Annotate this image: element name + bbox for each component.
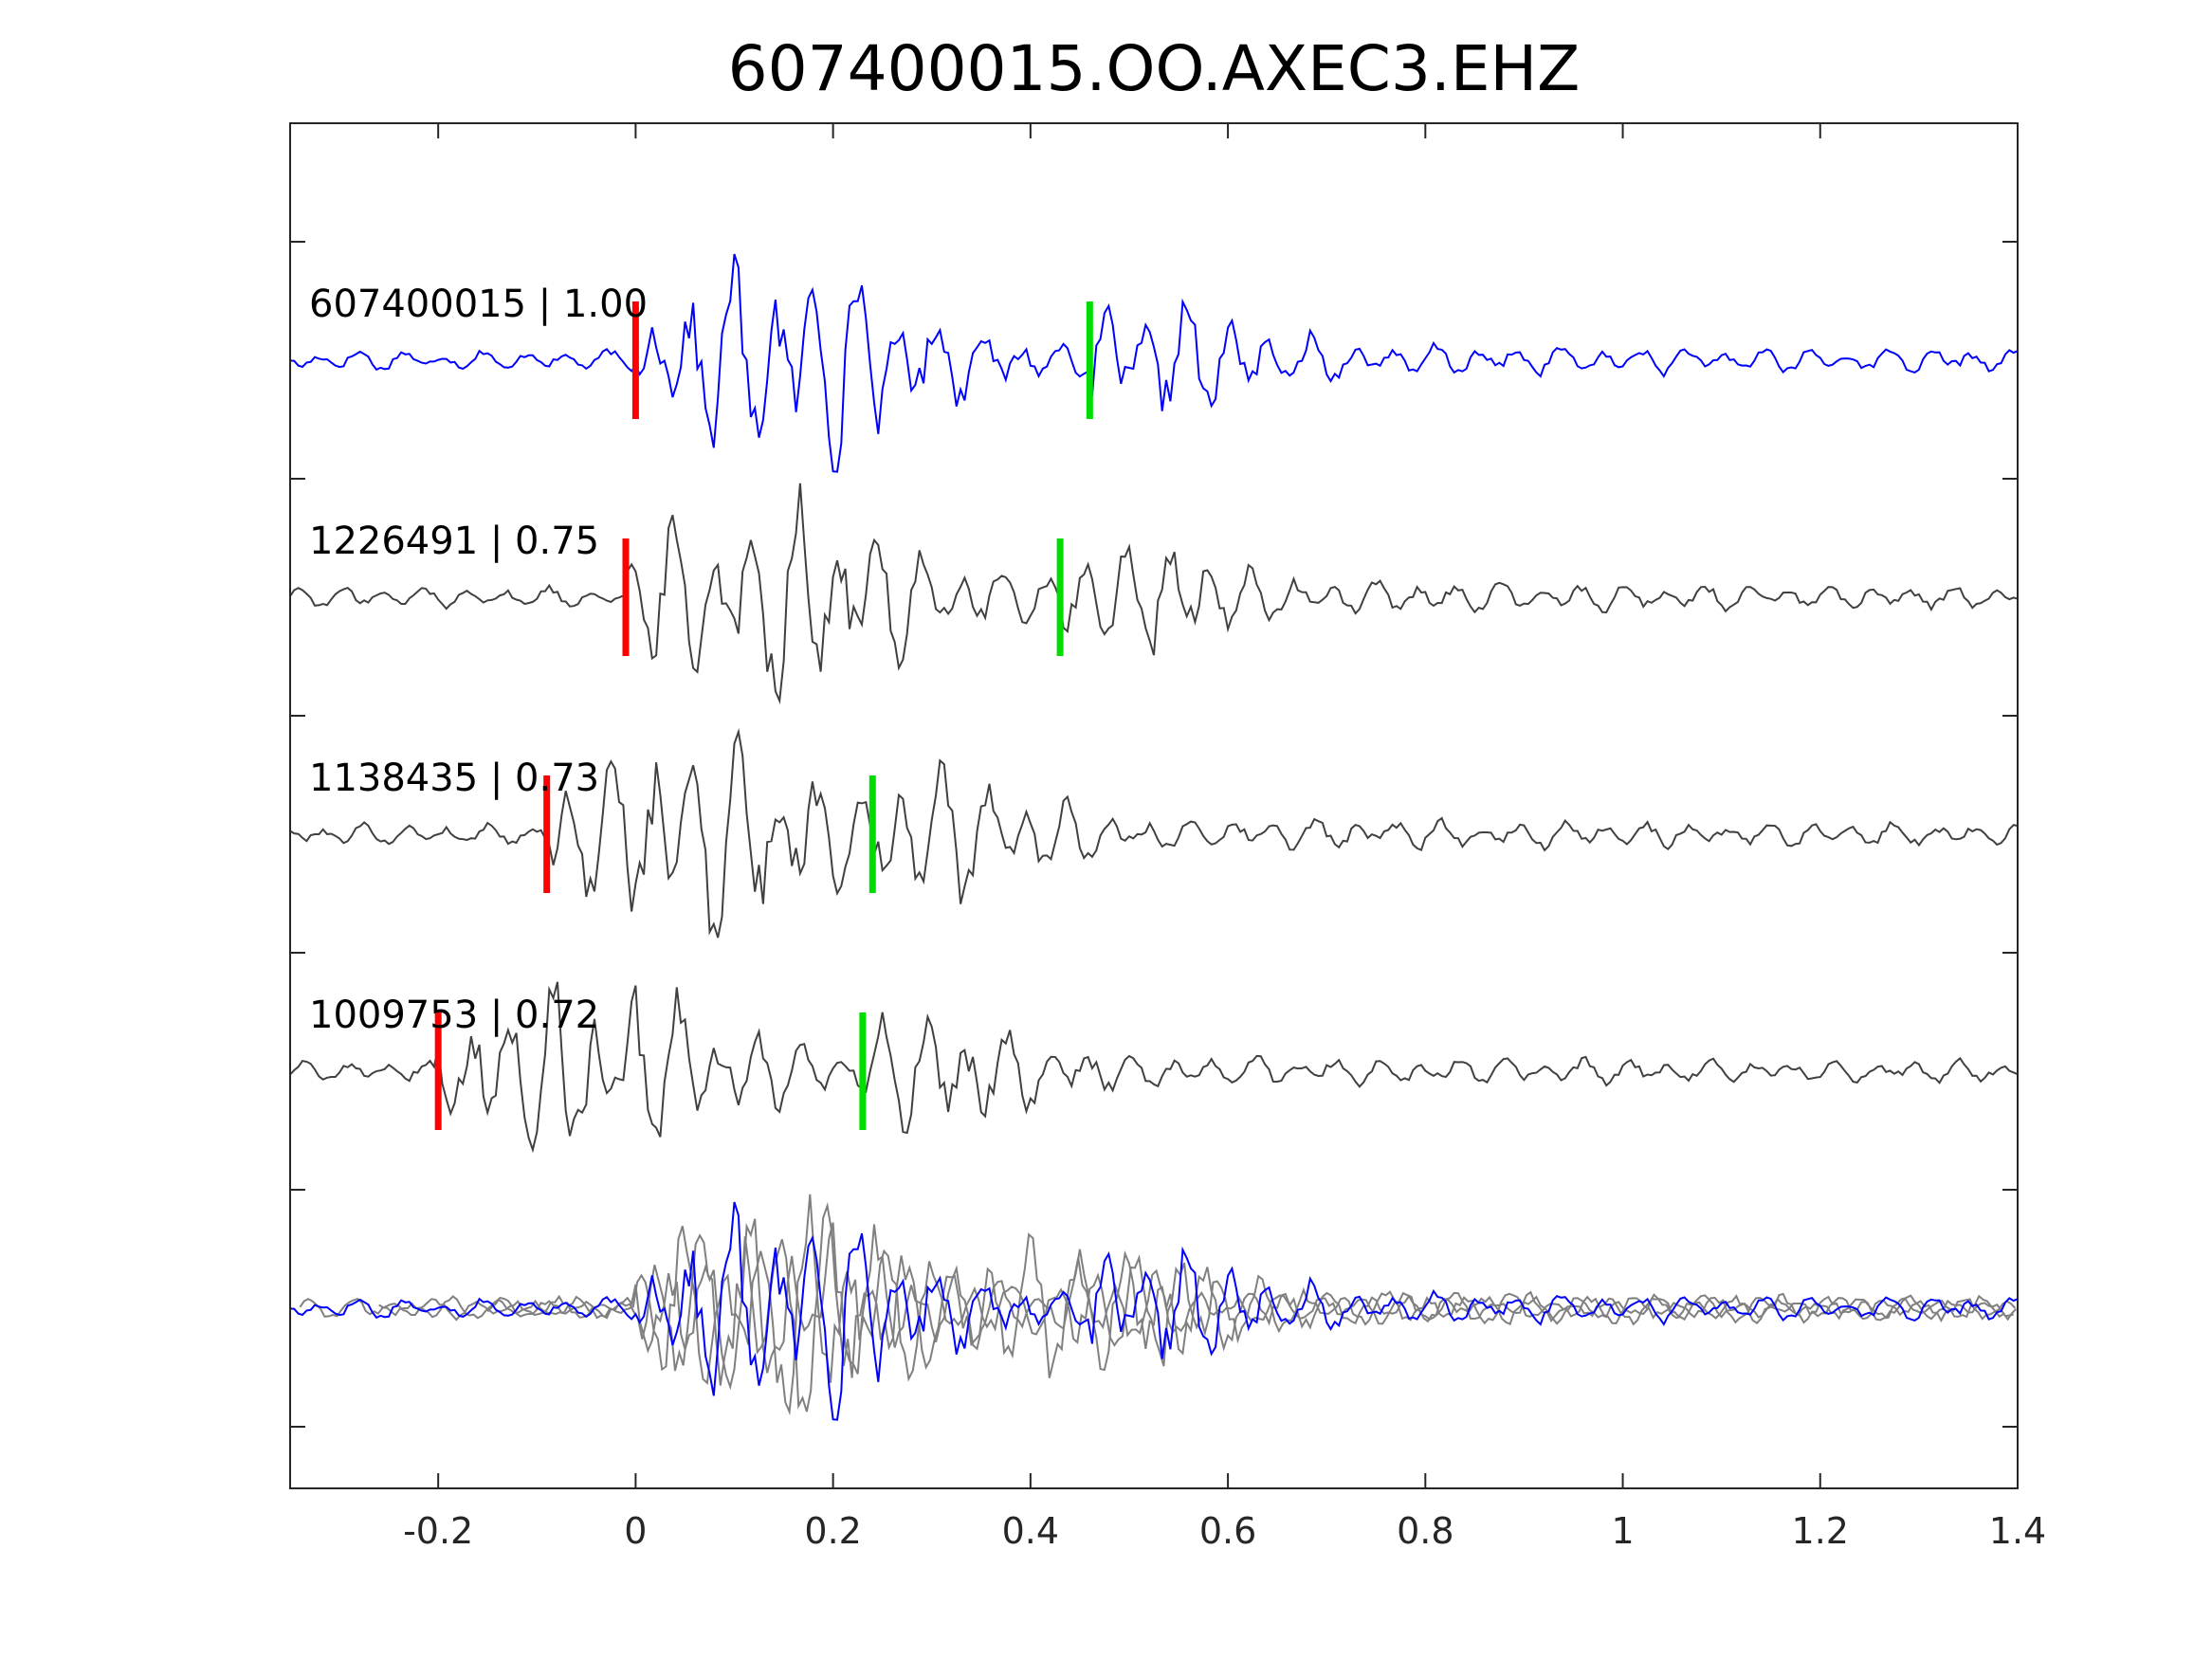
trace-label-1226491: 1226491 | 0.75: [309, 520, 599, 563]
trace-label-607400015: 607400015 | 1.00: [309, 283, 648, 326]
axes: -0.2 0 0.2 0.4 0.6 0.8 1 1.2 1.4: [289, 122, 2046, 1552]
x-tick-label: 1.2: [1792, 1510, 1849, 1552]
x-tick-label: 0.2: [804, 1510, 861, 1552]
chart-title: 607400015.OO.AXEC3.EHZ: [728, 32, 1581, 105]
picks-layer: [434, 301, 1093, 1130]
x-tick-label: 0.6: [1199, 1510, 1256, 1552]
axes-box: [289, 122, 2019, 1489]
x-tick-label: 0: [624, 1510, 647, 1552]
trace-1009753: [289, 981, 2019, 1154]
x-tick-label: 1.4: [1989, 1510, 2046, 1552]
trace-607400015: [289, 253, 2019, 473]
trace-label-1009753: 1009753 | 0.72: [309, 994, 599, 1037]
overlay-trace-607400015: [289, 1201, 2019, 1421]
trace-label-1138435: 1138435 | 0.73: [309, 757, 599, 800]
x-tick-label: -0.2: [403, 1510, 473, 1552]
trace-1138435: [289, 728, 2019, 939]
trace-1226491: [289, 483, 2019, 705]
trace-labels: 607400015 | 1.00 1226491 | 0.75 1138435 | …: [309, 283, 648, 1037]
traces-layer: [289, 253, 2019, 1421]
x-tick-label: 0.8: [1397, 1510, 1453, 1552]
x-tick-label: 1: [1611, 1510, 1634, 1552]
x-tick-label: 0.4: [1002, 1510, 1059, 1552]
